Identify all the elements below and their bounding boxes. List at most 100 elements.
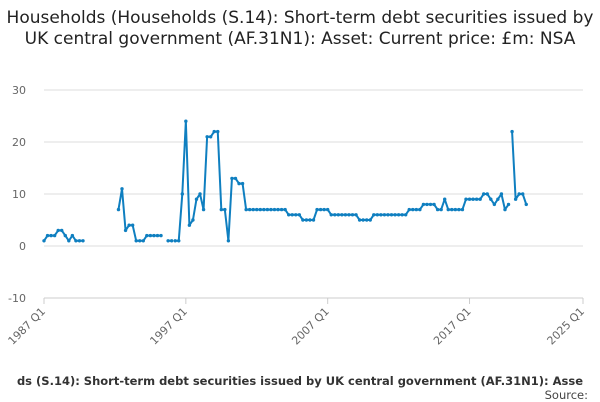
data-point (517, 192, 521, 196)
y-tick-label: -10 (8, 292, 26, 305)
series-lines (43, 120, 528, 242)
data-point (141, 239, 145, 243)
data-point (428, 202, 433, 207)
data-point (269, 207, 273, 212)
data-point (276, 207, 280, 212)
data-point (435, 207, 440, 212)
data-point (201, 207, 206, 212)
data-point (510, 129, 514, 134)
data-point (524, 202, 528, 207)
data-point (138, 239, 142, 243)
data-point (482, 192, 486, 196)
data-point (191, 218, 195, 222)
data-point (347, 213, 351, 217)
data-point (251, 207, 255, 212)
x-tick-label: 2017 Q1 (431, 305, 474, 348)
data-point (421, 202, 426, 207)
data-point (457, 207, 461, 212)
data-point (411, 207, 415, 212)
data-point (279, 207, 284, 212)
y-tick-label: 0 (19, 240, 26, 253)
chart-title: Households (Households (S.14): Short-ter… (6, 8, 594, 49)
data-point (425, 202, 429, 207)
data-point (382, 213, 387, 217)
data-point (432, 202, 436, 207)
data-point (216, 129, 220, 134)
x-tick-label: 2007 Q1 (289, 305, 332, 348)
data-point (180, 192, 184, 196)
data-point (194, 197, 199, 201)
x-tick-label: 1987 Q1 (6, 305, 49, 348)
data-point (297, 213, 302, 217)
data-point (42, 239, 46, 243)
data-point (336, 213, 341, 217)
data-point (396, 213, 401, 217)
data-point (262, 207, 266, 212)
data-point (464, 197, 468, 201)
data-point (70, 233, 75, 238)
data-point (177, 239, 181, 243)
data-point (386, 213, 390, 217)
data-point (116, 207, 121, 212)
data-point (130, 223, 135, 227)
data-point (315, 207, 319, 212)
data-point (208, 135, 213, 139)
data-point (77, 239, 82, 243)
data-point (400, 213, 404, 217)
data-point (414, 207, 419, 212)
data-point (443, 197, 447, 201)
y-tick-label: 20 (12, 136, 26, 149)
data-point (354, 213, 358, 217)
data-point (439, 207, 443, 212)
data-point (283, 207, 287, 212)
data-point (503, 207, 507, 212)
data-point (492, 202, 497, 207)
data-point (343, 213, 348, 217)
data-point (489, 197, 493, 201)
data-point (134, 239, 138, 243)
data-point (148, 233, 153, 238)
data-point (145, 233, 149, 238)
series-line-segment (174, 120, 510, 242)
data-point (244, 207, 248, 212)
data-point (152, 233, 156, 238)
data-point (460, 207, 465, 212)
data-point (265, 207, 270, 212)
data-point (474, 197, 479, 201)
y-tick-label: 10 (12, 188, 26, 201)
data-point (127, 223, 131, 227)
data-point (60, 228, 64, 233)
data-point (404, 213, 408, 217)
data-point (506, 202, 511, 207)
data-point (159, 233, 163, 238)
data-point (45, 233, 50, 238)
x-tick-label: 2025 Q1 (545, 305, 588, 348)
data-point (467, 197, 472, 201)
data-point (286, 213, 291, 217)
data-point (230, 176, 234, 181)
data-point (155, 233, 160, 238)
data-point (223, 207, 227, 212)
y-tick-label: 30 (12, 84, 26, 97)
data-point (329, 213, 333, 217)
data-point (81, 239, 85, 243)
data-point (350, 213, 355, 217)
data-point (219, 207, 223, 212)
data-point (74, 239, 78, 243)
data-point (325, 207, 330, 212)
data-point (258, 207, 263, 212)
data-point (67, 239, 71, 243)
data-point (173, 239, 177, 243)
data-point (318, 207, 323, 212)
data-point (255, 207, 259, 212)
data-point (485, 192, 489, 196)
data-point (226, 239, 231, 243)
data-point (233, 176, 238, 181)
data-point (240, 181, 245, 186)
x-tick-label: 1997 Q1 (147, 305, 190, 348)
data-point (123, 228, 128, 233)
data-point (368, 218, 372, 222)
data-point (499, 192, 504, 196)
data-point (294, 213, 298, 217)
